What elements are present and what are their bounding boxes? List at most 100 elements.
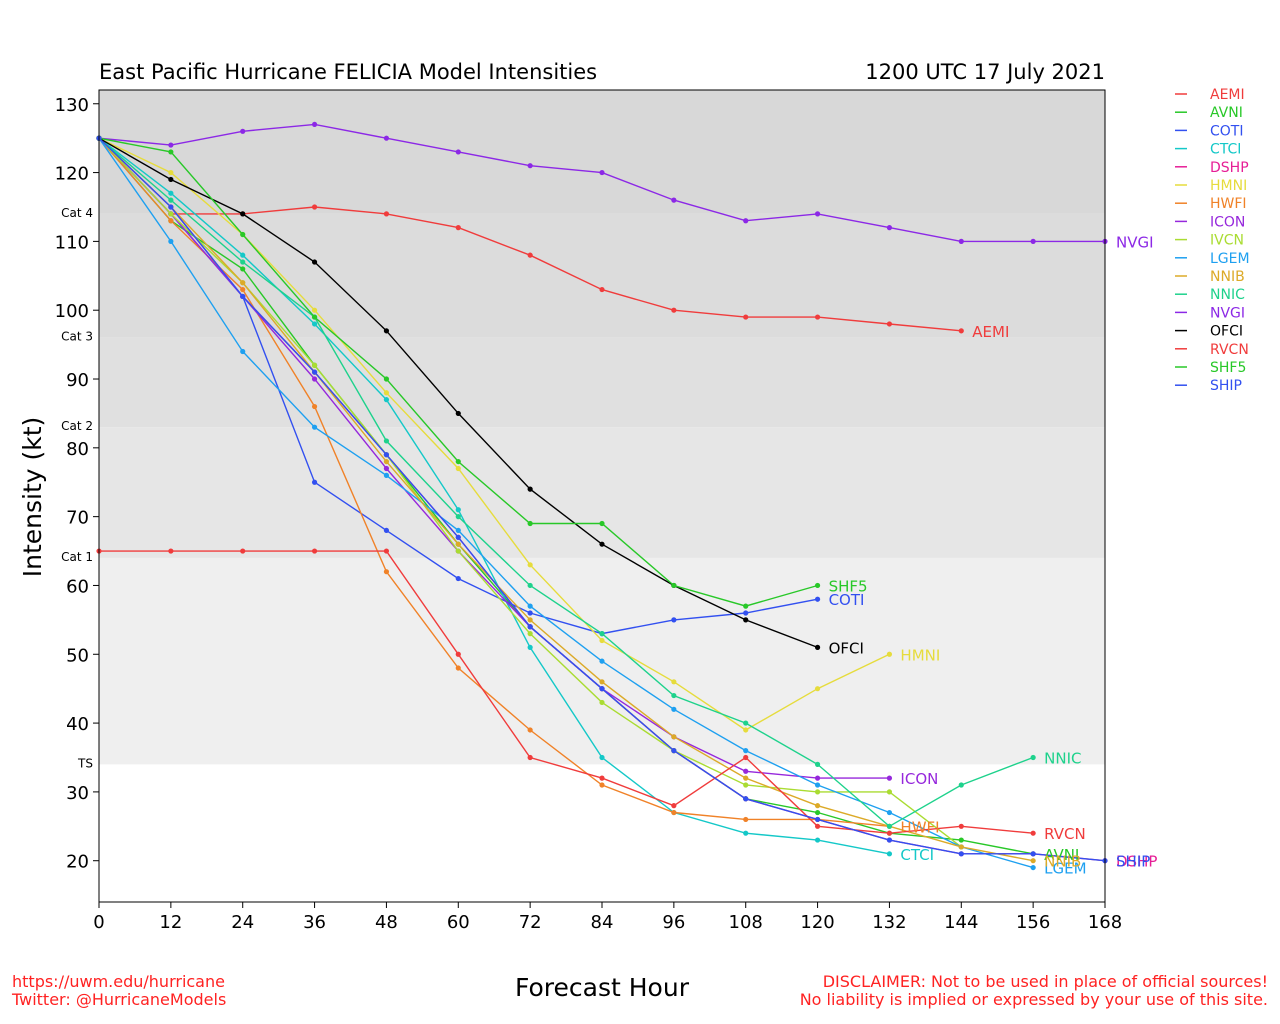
data-point-hmni (671, 679, 677, 685)
data-point-coti (311, 479, 318, 485)
x-tick-label: 168 (1088, 912, 1122, 933)
series-labels: AEMI AVNI COTI CTCI DSHP HMNI HWFI ICON LGEMNNIB… (829, 233, 1158, 877)
legend-item-rvcn: RVCN (1175, 342, 1249, 358)
data-point-ctci (743, 830, 749, 836)
twitter-handle[interactable]: Twitter: @HurricaneModels (12, 990, 227, 1009)
data-point-nnic (527, 582, 533, 589)
legend-item-avni: AVNI (1175, 105, 1243, 121)
data-point-nnic (743, 720, 749, 726)
legend-label: LGEM (1210, 251, 1250, 267)
data-point-hmni (814, 686, 821, 692)
series-line-ctci (98, 137, 890, 855)
data-point-ship (168, 204, 174, 210)
series-rvcn (96, 548, 1036, 836)
data-point-hmni (886, 651, 893, 657)
data-point-shf5 (311, 314, 318, 320)
end-label-rvcn: RVCN (1044, 825, 1086, 843)
data-point-ship (240, 293, 246, 300)
data-point-rvcn (814, 823, 821, 829)
data-point-icon (383, 465, 390, 472)
data-point-shf5 (168, 149, 174, 155)
x-tick-label: 60 (447, 912, 470, 933)
data-point-aemi (886, 321, 893, 327)
disclaimer-line-2: No liability is implied or expressed by … (799, 990, 1268, 1009)
data-point-nvgi (455, 149, 461, 155)
data-point-nvgi (886, 225, 893, 231)
data-point-lgem (743, 748, 749, 754)
data-point-ship (599, 686, 605, 692)
data-point-rvcn (311, 548, 318, 554)
data-point-lgem (383, 472, 390, 478)
end-label-icon: ICON (900, 770, 938, 788)
data-point-coti (455, 575, 461, 582)
legend-item-hmni: HMNI (1175, 178, 1247, 194)
end-label-dshp: DSHP (1116, 853, 1157, 871)
legend-label: COTI (1210, 123, 1243, 139)
data-point-rvcn (455, 651, 461, 657)
data-point-rvcn (671, 803, 677, 809)
band-label-cat-4: Cat 4 (61, 206, 93, 220)
data-point-coti (383, 527, 390, 534)
legend-item-ofci: OFCI (1175, 324, 1243, 340)
legend-label: NVGI (1210, 305, 1245, 321)
data-point-nnic (240, 259, 246, 265)
data-point-ship (455, 534, 461, 540)
data-point-nnib (958, 844, 964, 850)
data-point-ship (671, 748, 677, 754)
data-point-rvcn (168, 548, 174, 554)
legend-item-ship: SHIP (1175, 378, 1242, 394)
chart-title: East Pacific Hurricane FELICIA Model Int… (99, 60, 597, 84)
data-point-aemi (455, 225, 461, 231)
data-point-ofci (383, 328, 390, 334)
data-point-hwfi (599, 782, 605, 788)
website-link[interactable]: https://uwm.edu/hurricane (12, 972, 225, 991)
data-point-hmni (743, 727, 749, 733)
data-point-aemi (958, 328, 964, 334)
data-point-ofci (168, 176, 174, 183)
data-point-aemi (383, 211, 390, 217)
data-point-ofci (527, 486, 533, 492)
x-tick-label: 12 (159, 912, 182, 933)
series-lgem (96, 135, 1036, 871)
end-label-aemi: AEMI (972, 323, 1009, 341)
data-point-ctci (311, 321, 318, 327)
data-point-shf5 (383, 376, 390, 382)
series-ctci (96, 135, 893, 857)
chart-datetime: 1200 UTC 17 July 2021 (865, 60, 1105, 84)
legend-label: SHF5 (1210, 360, 1246, 376)
band-top-5 (99, 90, 1105, 214)
data-point-shf5 (527, 520, 533, 527)
band-label-cat-2: Cat 2 (61, 419, 93, 433)
data-point-nnib (671, 734, 677, 740)
end-label-nnib: NNIB (1044, 853, 1081, 871)
data-point-nnic (671, 692, 677, 699)
data-point-hmni (383, 390, 390, 396)
end-label-shf5: SHF5 (829, 577, 868, 595)
data-point-icon (311, 376, 318, 382)
x-tick-label: 36 (303, 912, 326, 933)
data-point-coti (814, 596, 821, 602)
x-tick-label: 84 (591, 912, 614, 933)
data-point-aemi (527, 252, 533, 258)
data-point-nnic (958, 782, 964, 788)
data-point-aemi (743, 314, 749, 320)
data-point-nvgi (168, 142, 174, 148)
data-point-hmni (311, 307, 318, 313)
end-label-ctci: CTCI (900, 846, 934, 864)
end-label-avni: AVNI (1044, 846, 1079, 864)
legend-label: NNIC (1210, 287, 1245, 303)
data-point-ivcn (814, 789, 821, 795)
data-point-nnic (455, 514, 461, 520)
y-tick-label: 60 (66, 576, 89, 597)
legend-item-hwfi: HWFI (1175, 196, 1247, 212)
y-tick-label: 90 (66, 370, 89, 391)
data-point-nvgi (527, 163, 533, 169)
footer-credits: https://uwm.edu/hurricane Twitter: @Hurr… (12, 973, 226, 1009)
data-point-lgem (455, 527, 461, 534)
data-point-lgem (671, 706, 677, 712)
y-tick-label: 70 (66, 508, 89, 529)
data-point-hmni (168, 169, 174, 176)
legend-item-dshp: DSHP (1175, 160, 1249, 176)
data-point-lgem (311, 424, 318, 430)
data-point-ivcn (527, 631, 533, 637)
